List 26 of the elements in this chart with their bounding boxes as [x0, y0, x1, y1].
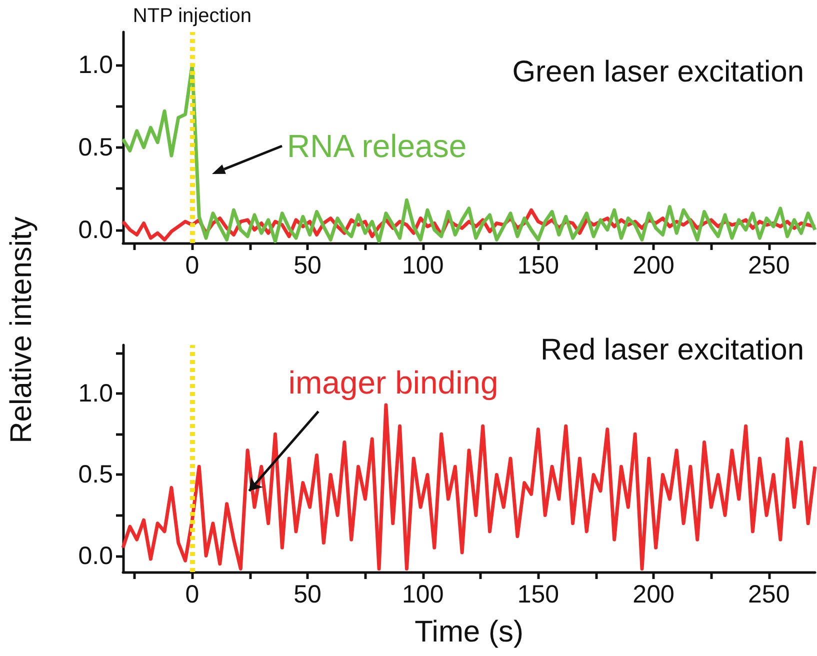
x-tick-label: 50	[294, 580, 322, 608]
x-tick-label: 250	[748, 580, 790, 608]
x-tick-label: 200	[632, 252, 674, 280]
x-tick-label: 100	[402, 580, 444, 608]
ref-line-label: NTP injection	[132, 5, 252, 27]
y-tick-label: 0.5	[78, 133, 113, 162]
x-tick-label: 100	[402, 252, 444, 280]
x-tick-label: 200	[632, 580, 674, 608]
x-tick-label: 0	[185, 252, 200, 280]
x-tick-label: 150	[517, 580, 560, 608]
y-tick-label: 0.0	[78, 216, 113, 244]
chart-title: Red laser excitation	[540, 334, 804, 366]
x-tick-label: 0	[185, 580, 200, 608]
y-tick-label: 0.5	[78, 460, 113, 489]
y-tick-label: 1.0	[78, 380, 113, 408]
annotation: imager binding	[288, 364, 498, 400]
x-axis-title: Time (s)	[414, 616, 524, 648]
y-tick-label: 0.0	[78, 542, 113, 570]
line-series	[121, 403, 817, 571]
y-axis-title: Relative intensity	[5, 216, 39, 446]
text: Green laser excitation	[512, 56, 804, 88]
annotation: RNA release	[287, 128, 467, 164]
x-tick-label: 150	[517, 252, 560, 280]
y-tick-label: 1.0	[78, 50, 113, 79]
x-tick-label: 250	[748, 252, 790, 280]
x-tick-label: 50	[294, 252, 322, 280]
